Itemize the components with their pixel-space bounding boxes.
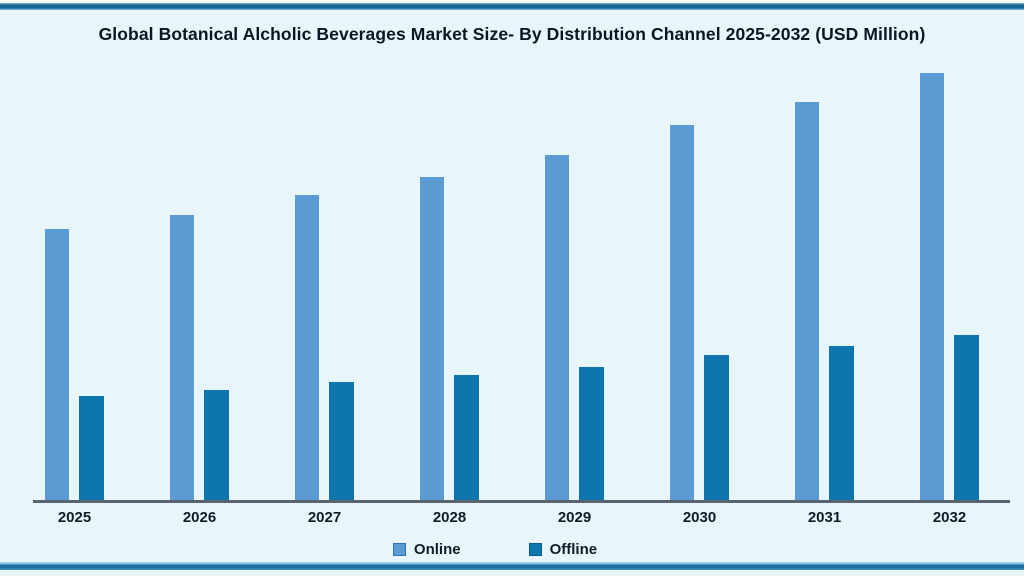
bar-group-2030 [637, 60, 762, 501]
x-tick-2025: 2025 [57, 509, 92, 526]
top-border-band [0, 3, 1024, 10]
bar-offline-2031 [829, 346, 854, 501]
bar-offline-2029 [579, 367, 604, 501]
legend-item-online: Online [392, 541, 461, 558]
x-tick-2028: 2028 [432, 509, 467, 526]
legend-label-online: Online [413, 541, 461, 558]
chart-title: Global Botanical Alcholic Beverages Mark… [98, 24, 926, 44]
x-tick-2032: 2032 [932, 509, 967, 526]
bar-group-2025 [12, 60, 137, 501]
bar-offline-2025 [79, 396, 104, 501]
bar-online-2025 [45, 229, 69, 501]
x-tick-2030: 2030 [682, 509, 717, 526]
bar-group-2029 [512, 60, 637, 501]
bar-online-2030 [670, 125, 694, 501]
bar-group-2032 [887, 60, 1012, 501]
bar-online-2031 [795, 102, 819, 501]
bar-online-2028 [420, 177, 444, 501]
x-tick-2027: 2027 [307, 509, 342, 526]
legend-swatch-online-icon [392, 543, 406, 556]
top-edge-strip [0, 0, 1024, 3]
bar-online-2032 [920, 73, 944, 501]
bar-offline-2028 [454, 375, 479, 501]
legend-swatch-offline-icon [528, 543, 542, 556]
bar-offline-2030 [704, 355, 729, 501]
legend-label-offline: Offline [549, 541, 598, 558]
bar-online-2027 [295, 195, 319, 501]
bar-offline-2026 [204, 390, 229, 501]
bar-group-2028 [387, 60, 512, 501]
x-axis-labels: 2025 2026 2027 2028 2029 2030 2031 2032 [12, 509, 1012, 526]
bar-online-2029 [545, 155, 569, 501]
bar-group-2027 [262, 60, 387, 501]
bar-offline-2027 [329, 382, 354, 501]
bar-online-2026 [170, 215, 194, 501]
x-tick-2029: 2029 [557, 509, 592, 526]
x-axis-line [33, 500, 1010, 503]
legend: Online Offline [0, 541, 1007, 558]
bar-group-2026 [137, 60, 262, 501]
bar-group-2031 [762, 60, 887, 501]
plot-area [12, 60, 1012, 501]
x-tick-2031: 2031 [807, 509, 842, 526]
bar-offline-2032 [954, 335, 979, 501]
bottom-border-band [0, 562, 1024, 570]
x-tick-2026: 2026 [182, 509, 217, 526]
legend-item-offline: Offline [528, 541, 598, 558]
